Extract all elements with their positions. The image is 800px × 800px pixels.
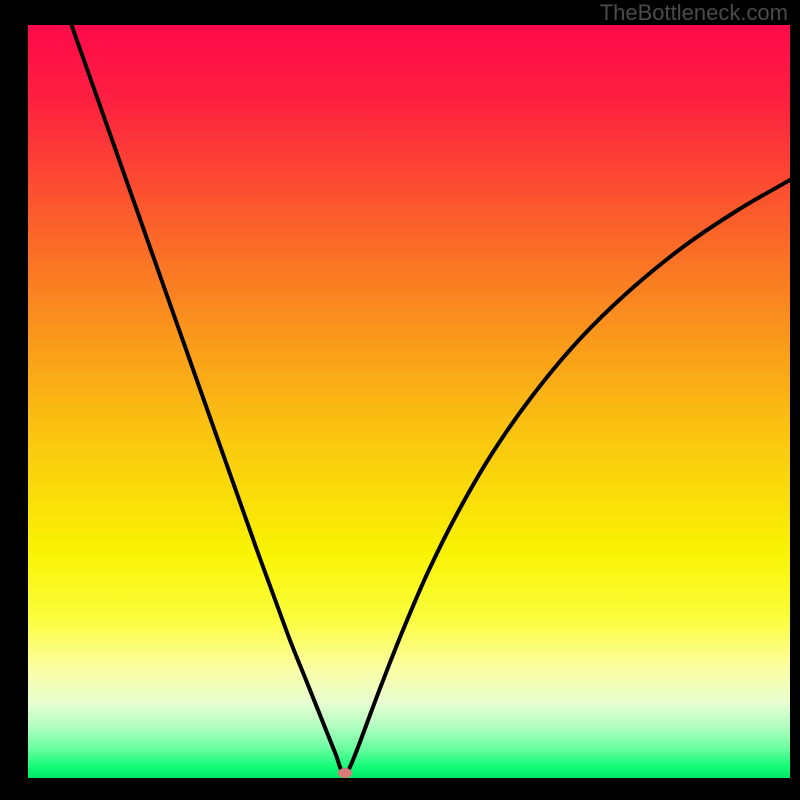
- curve-layer: [28, 25, 790, 778]
- chart-frame: TheBottleneck.com: [0, 0, 800, 800]
- bottleneck-curve: [68, 25, 790, 775]
- watermark-text: TheBottleneck.com: [600, 0, 788, 26]
- plot-area: [28, 25, 790, 778]
- optimum-marker: [338, 768, 352, 778]
